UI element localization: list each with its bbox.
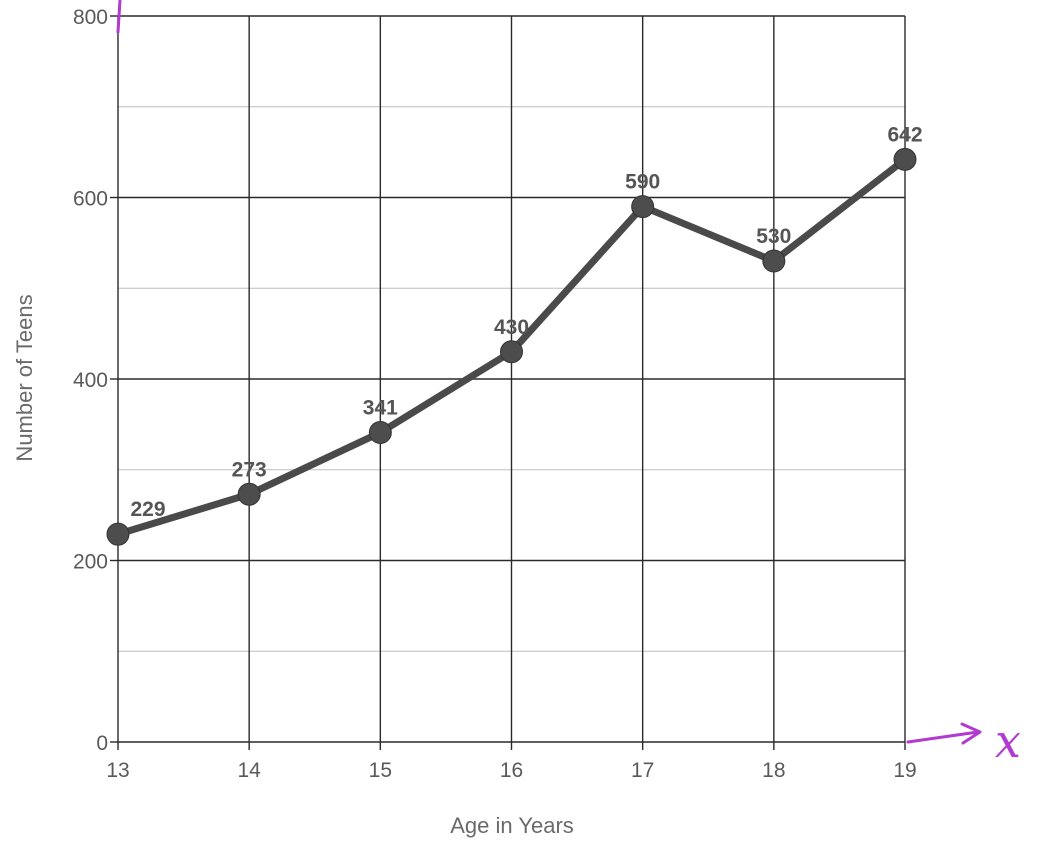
y-axis-ticks: 0 200 400 600 800	[73, 6, 118, 755]
y-tick-label: 600	[73, 188, 108, 211]
data-point	[106, 522, 130, 546]
x-tick-label: 15	[369, 759, 392, 782]
data-label: 642	[887, 123, 922, 146]
data-point	[237, 482, 261, 506]
data-label: 530	[756, 225, 791, 248]
major-gridlines	[117, 15, 906, 750]
x-tick-label: 18	[762, 759, 785, 782]
data-labels-layer: 229 273 341 430 590 530 642	[130, 123, 922, 521]
data-point	[368, 421, 392, 445]
x-tick-label: 14	[237, 759, 261, 782]
y-tick-label: 800	[73, 6, 108, 29]
annotation-y-arrow-stroke	[116, 0, 122, 34]
series-layer	[106, 147, 917, 546]
data-point	[762, 249, 786, 273]
y-tick-label: 400	[73, 369, 108, 392]
handwritten-annotations: x	[116, 0, 1021, 768]
data-point	[500, 340, 523, 364]
y-tick-label: 200	[73, 551, 108, 574]
data-label: 430	[494, 316, 529, 339]
y-axis-title: Number of Teens	[12, 294, 37, 461]
x-tick-label: 13	[106, 759, 129, 782]
data-label: 273	[232, 458, 267, 481]
x-tick-label: 16	[500, 759, 523, 782]
y-tick-label: 0	[96, 732, 108, 755]
data-label: 590	[625, 171, 660, 194]
annotation-x-text: x	[995, 714, 1021, 768]
x-axis-ticks: 13 14 15 16 17 18 19	[106, 759, 916, 782]
x-axis-title: Age in Years	[450, 813, 574, 838]
x-tick-label: 19	[893, 759, 916, 782]
data-point	[631, 195, 655, 219]
x-tick-label: 17	[631, 759, 654, 782]
annotation-x-arrow	[906, 722, 982, 745]
data-label: 341	[363, 397, 398, 420]
data-point	[893, 147, 917, 171]
data-label: 229	[130, 498, 165, 521]
